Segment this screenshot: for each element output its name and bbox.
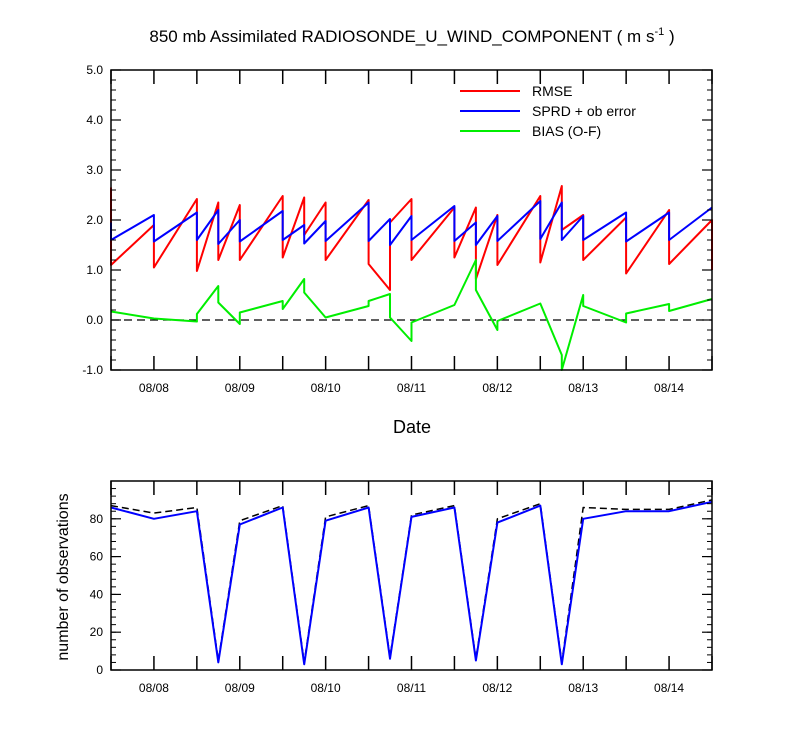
- y-tick-label: 80: [90, 512, 104, 526]
- x-tick-label: 08/10: [311, 681, 341, 695]
- x-tick-label: 08/14: [654, 381, 684, 395]
- legend-label: SPRD + ob error: [532, 103, 636, 119]
- x-tick-label: 08/09: [225, 381, 255, 395]
- axes: 0 20 40 60 80 08/08 08/09 08/10 08/11 08/12 08/13 0…: [90, 480, 713, 695]
- series-sprd-ob-error-line: [110, 200, 713, 246]
- y-tick-label: 3.0: [86, 163, 103, 177]
- y-tick-label: 20: [90, 625, 104, 639]
- x-tick-label: 08/12: [482, 681, 512, 695]
- y-tick-label: 60: [90, 550, 104, 564]
- x-tick-label: 08/11: [397, 381, 426, 395]
- y-tick-label: 0: [96, 663, 103, 677]
- chart-title-exponent: -1: [654, 26, 664, 38]
- x-tick-label: 08/13: [568, 381, 598, 395]
- y-tick-label: -1.0: [82, 363, 103, 377]
- bias-rmse-chart: -1.0 0.0 1.0 2.0 3.0 4.0 5.0 08/08 08/09 08/10 08/…: [82, 63, 713, 395]
- x-tick-label: 08/08: [139, 381, 169, 395]
- chart-title: 850 mb Assimilated RADIOSONDE_U_WIND_COM…: [149, 26, 674, 46]
- y-tick-label: 40: [90, 587, 104, 601]
- legend-label: BIAS (O-F): [532, 123, 601, 139]
- chart-title-close: ): [664, 27, 674, 46]
- x-tick-label: 08/14: [654, 681, 684, 695]
- x-tick-label: 08/13: [568, 681, 598, 695]
- x-tick-label: 08/08: [139, 681, 169, 695]
- observation-count-chart: 0 20 40 60 80 08/08 08/09 08/10 08/11 08/12 08/13 0…: [90, 480, 713, 695]
- x-axis-title: Date: [393, 417, 431, 437]
- series-possible-line: [110, 499, 713, 664]
- y-axis-title: number of observations: [55, 493, 72, 660]
- legend: RMSE SPRD + ob error BIAS (O-F): [460, 83, 636, 139]
- series-assimilated-line: [110, 500, 713, 666]
- chart-title-text: 850 mb Assimilated RADIOSONDE_U_WIND_COM…: [149, 27, 654, 46]
- y-tick-label: 2.0: [86, 213, 103, 227]
- x-tick-label: 08/11: [397, 681, 426, 695]
- plot-area: [110, 185, 713, 371]
- y-tick-label: 4.0: [86, 113, 103, 127]
- y-tick-label: 5.0: [86, 63, 103, 77]
- y-tick-label: 0.0: [86, 313, 103, 327]
- y-tick-label: 1.0: [86, 263, 103, 277]
- axes: -1.0 0.0 1.0 2.0 3.0 4.0 5.0 08/08 08/09 08/10 08/…: [82, 63, 713, 395]
- plot-area: [110, 499, 713, 666]
- x-tick-label: 08/09: [225, 681, 255, 695]
- x-tick-label: 08/10: [311, 381, 341, 395]
- series-bias-o-f-line: [110, 259, 713, 371]
- x-tick-label: 08/12: [482, 381, 512, 395]
- legend-label: RMSE: [532, 83, 572, 99]
